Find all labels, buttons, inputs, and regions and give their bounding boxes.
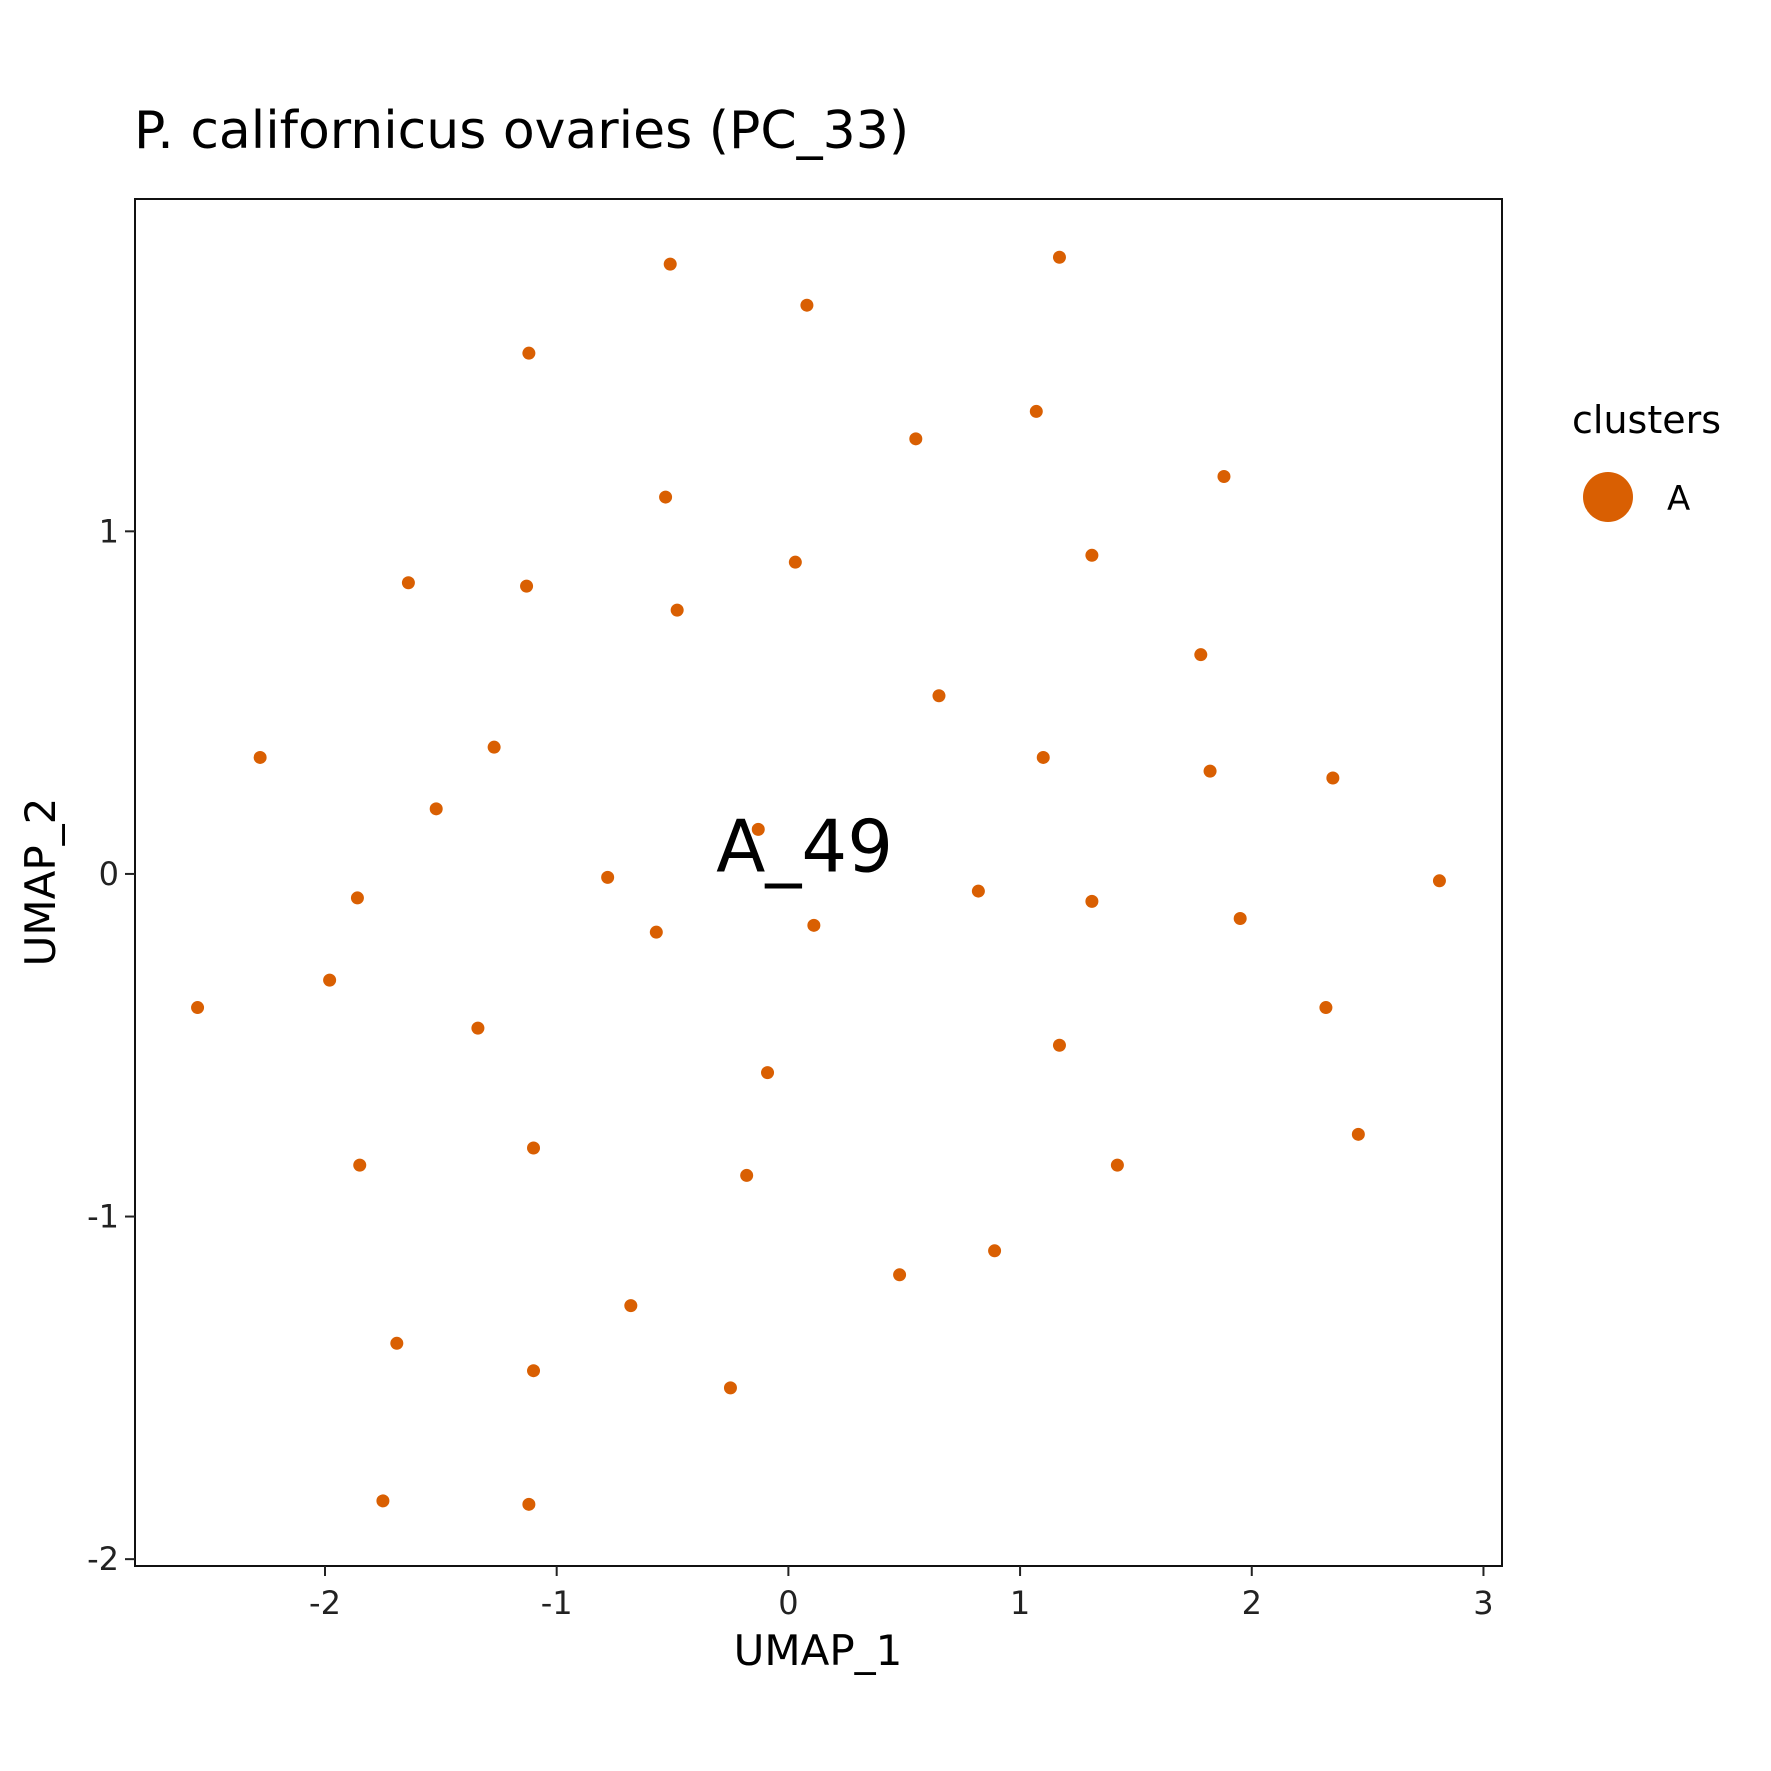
data-point <box>751 822 765 836</box>
data-point <box>988 1244 1002 1258</box>
data-point <box>1217 470 1231 484</box>
data-point <box>723 1381 737 1395</box>
x-tick-label: -2 <box>309 1584 341 1622</box>
legend-swatch-a <box>1583 472 1633 522</box>
data-point <box>191 1001 205 1015</box>
data-point <box>807 918 821 932</box>
data-point <box>800 298 814 312</box>
data-point <box>1036 750 1050 764</box>
data-point <box>520 579 534 593</box>
data-point <box>909 432 923 446</box>
y-axis: -2 -1 0 1 <box>87 512 135 1578</box>
data-point <box>649 925 663 939</box>
data-point <box>663 257 677 271</box>
x-tick-label: 0 <box>778 1584 798 1622</box>
data-point <box>1319 1001 1333 1015</box>
plot-area: A_49 <box>134 198 1503 1567</box>
data-point <box>601 870 615 884</box>
data-point <box>1432 874 1446 888</box>
data-point <box>471 1021 485 1035</box>
data-point <box>1351 1127 1365 1141</box>
x-tick-label: -1 <box>541 1584 573 1622</box>
x-tick-label: 2 <box>1242 1584 1262 1622</box>
data-point <box>1326 771 1340 785</box>
data-point <box>253 750 267 764</box>
data-point <box>527 1364 541 1378</box>
plot-panel-border <box>134 198 1503 1567</box>
data-point <box>527 1141 541 1155</box>
data-point <box>353 1158 367 1172</box>
y-tick-label: 0 <box>99 855 119 893</box>
data-point <box>1203 764 1217 778</box>
y-tick-label: 1 <box>99 512 119 550</box>
data-point <box>761 1066 775 1080</box>
data-point <box>1052 250 1066 264</box>
legend-label-a: A <box>1667 479 1690 519</box>
data-point <box>323 973 337 987</box>
cluster-label: A_49 <box>716 805 893 889</box>
x-tick-label: 3 <box>1473 1584 1493 1622</box>
data-point <box>624 1299 638 1313</box>
data-point <box>350 891 364 905</box>
data-point <box>788 555 802 569</box>
data-point <box>1085 894 1099 908</box>
data-point <box>522 346 536 360</box>
y-tick-label: -1 <box>87 1198 119 1236</box>
legend-title: clusters <box>1572 398 1721 442</box>
data-point <box>1110 1158 1124 1172</box>
x-axis-title: UMAP_1 <box>734 1626 903 1675</box>
points-layer <box>191 250 1446 1511</box>
data-point <box>740 1168 754 1182</box>
data-point <box>1085 548 1099 562</box>
data-point <box>401 576 415 590</box>
y-axis-title: UMAP_2 <box>16 798 65 967</box>
annotation-layer: A_49 <box>716 805 893 889</box>
data-point <box>932 689 946 703</box>
x-axis: -2 -1 0 1 2 3 <box>309 1566 1494 1622</box>
data-point <box>1029 404 1043 418</box>
data-point <box>1233 911 1247 925</box>
data-point <box>429 802 443 816</box>
data-point <box>893 1268 907 1282</box>
legend: clusters A <box>1572 398 1721 522</box>
chart-title: P. californicus ovaries (PC_33) <box>134 101 909 161</box>
data-point <box>659 490 673 504</box>
data-point <box>670 603 684 617</box>
data-point <box>1194 648 1208 662</box>
y-tick-label: -2 <box>87 1540 119 1578</box>
data-point <box>522 1497 536 1511</box>
data-point <box>487 740 501 754</box>
data-point <box>376 1494 390 1508</box>
data-point <box>390 1336 404 1350</box>
data-point <box>971 884 985 898</box>
x-tick-label: 1 <box>1010 1584 1030 1622</box>
data-point <box>1052 1038 1066 1052</box>
